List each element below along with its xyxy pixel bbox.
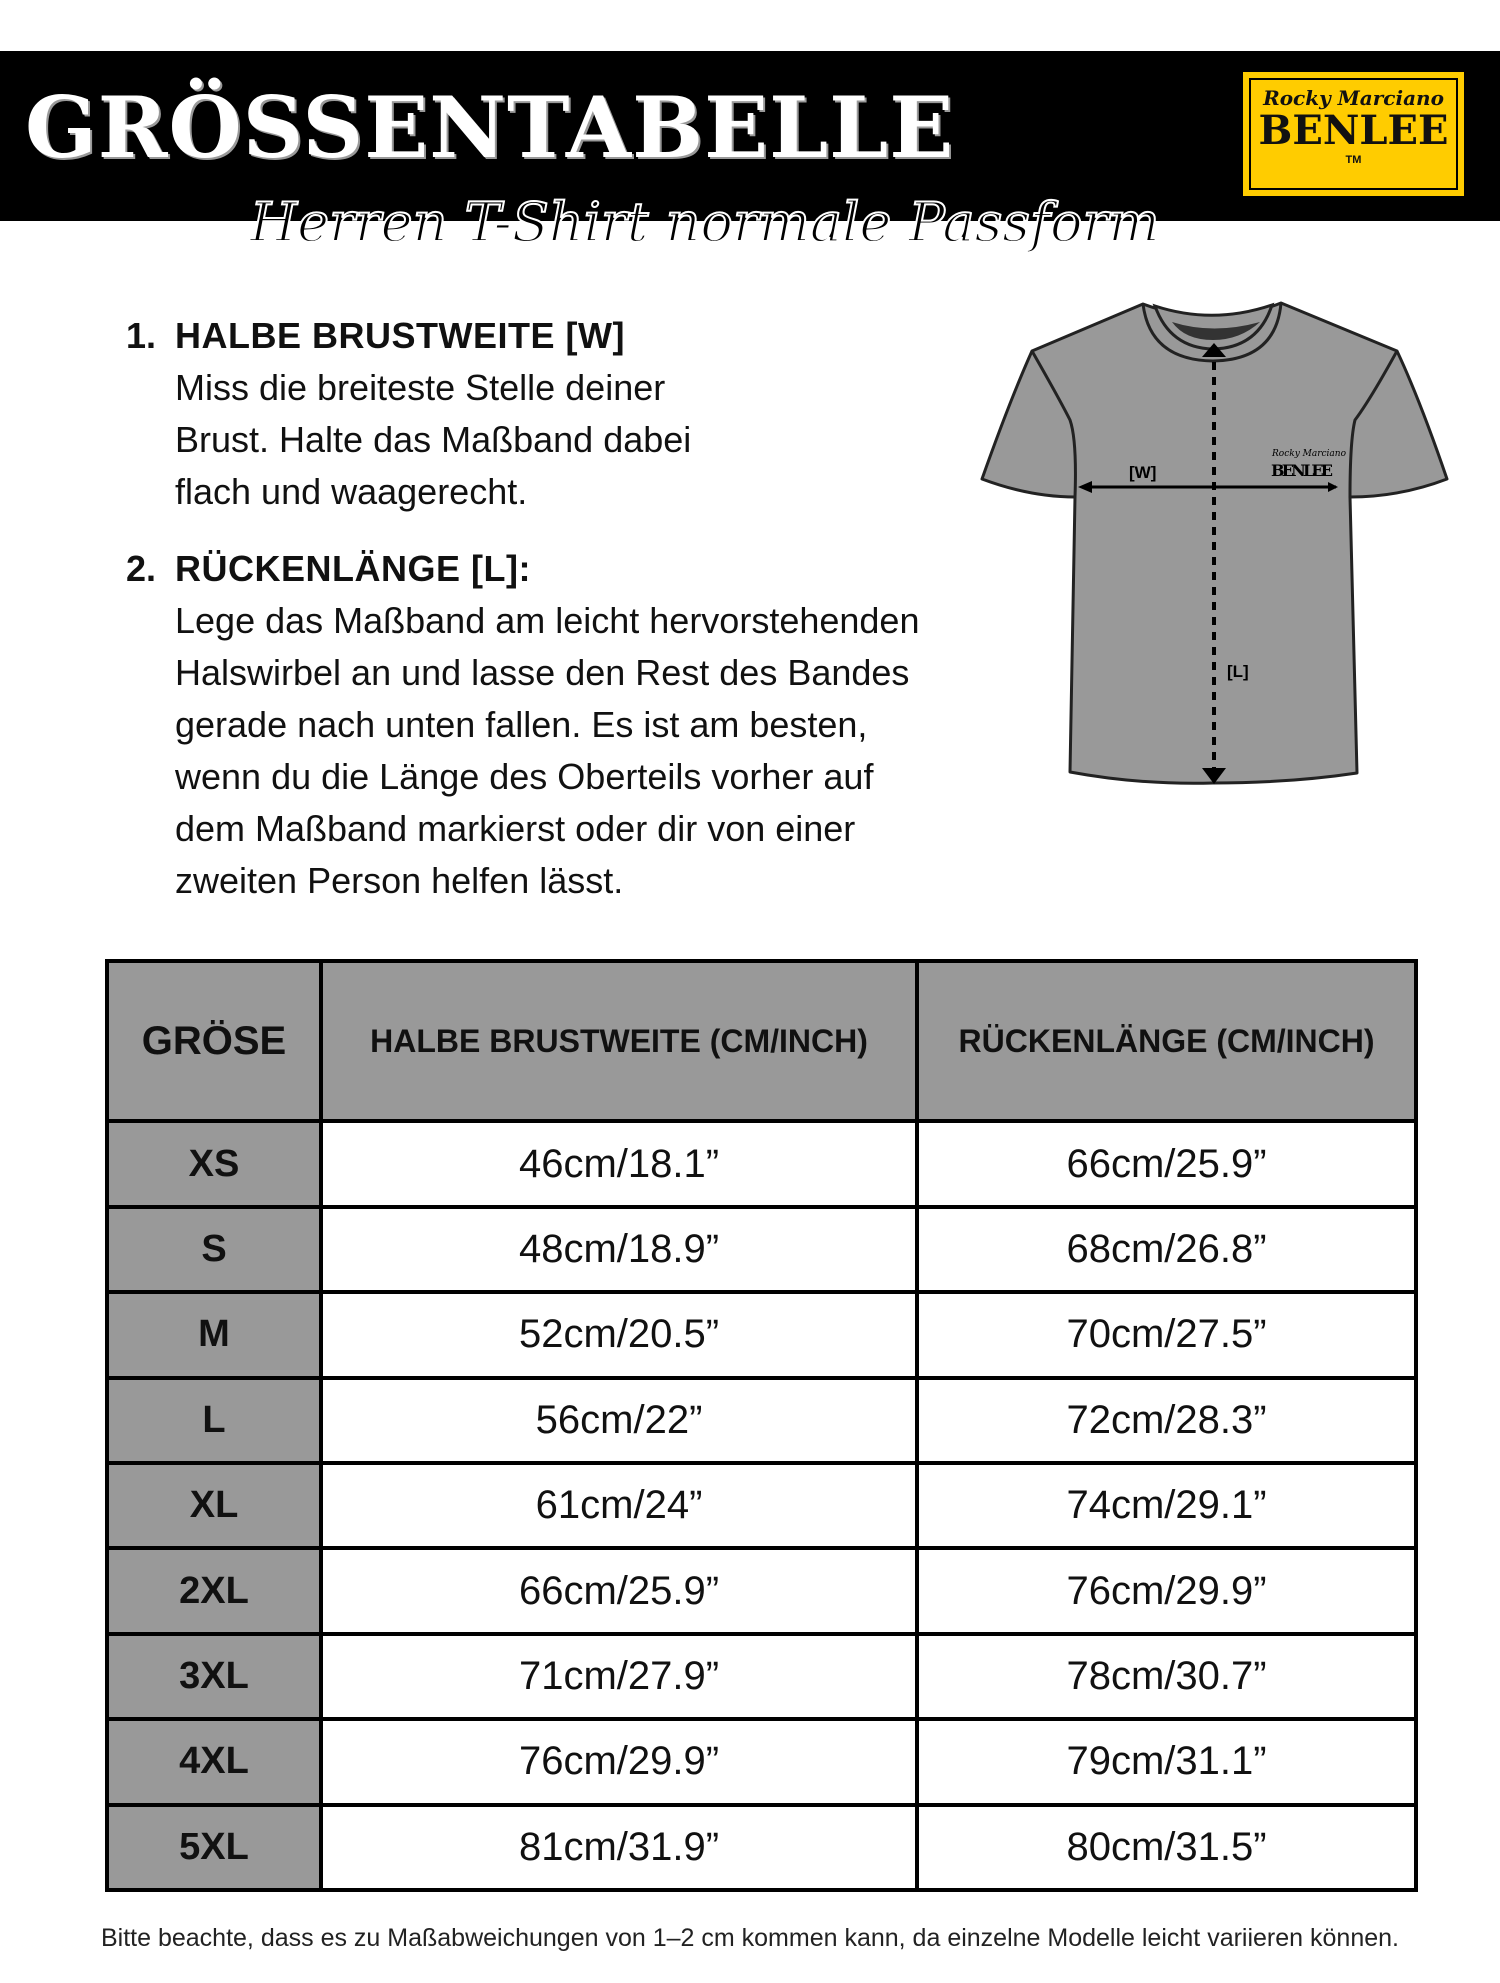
table-row: 2XL 66cm/25.9” 76cm/29.9” <box>105 1546 1418 1636</box>
table-row: L 56cm/22” 72cm/28.3” <box>105 1375 1418 1465</box>
instruction-line: wenn du die Länge des Oberteils vorher a… <box>175 756 874 797</box>
tshirt-diagram: [W] [L] Rocky Marciano BENLEE <box>980 301 1449 785</box>
instruction-line: Halswirbel an und lasse den Rest des Ban… <box>175 652 910 693</box>
instruction-number: 2. <box>126 548 157 589</box>
logo-tm: TM <box>1345 154 1362 166</box>
table-row: 4XL 76cm/29.9” 79cm/31.1” <box>105 1717 1418 1807</box>
table-row: M 52cm/20.5” 70cm/27.5” <box>105 1290 1418 1380</box>
page-title: GRÖSSENTABELLE <box>25 78 955 177</box>
logo-brand: BENLEE <box>1258 107 1449 154</box>
shirt-logo-script: Rocky Marciano <box>1271 449 1347 459</box>
chest-cell: 71cm/27.9” <box>318 1631 920 1722</box>
size-cell: 5XL <box>105 1802 323 1893</box>
length-cell: 74cm/29.1” <box>915 1460 1418 1551</box>
chest-cell: 56cm/22” <box>318 1375 920 1465</box>
size-cell: S <box>105 1204 323 1295</box>
length-cell: 70cm/27.5” <box>915 1290 1418 1380</box>
chest-cell: 46cm/18.1” <box>318 1119 920 1209</box>
benlee-logo: Rocky Marciano BENLEE TM <box>1243 72 1464 196</box>
chest-cell: 76cm/29.9” <box>318 1717 920 1807</box>
instruction-heading: HALBE BRUSTWEITE [W] <box>175 315 625 356</box>
length-cell: 72cm/28.3” <box>915 1375 1418 1465</box>
length-label: [L] <box>1227 662 1249 681</box>
shirt-logo-brand: BENLEE <box>1271 461 1333 480</box>
table-row: 3XL 71cm/27.9” 78cm/30.7” <box>105 1631 1418 1722</box>
chest-cell: 81cm/31.9” <box>318 1802 920 1893</box>
width-label: [W] <box>1129 463 1156 482</box>
size-cell: 4XL <box>105 1717 323 1807</box>
chest-cell: 66cm/25.9” <box>318 1546 920 1636</box>
table-row: XS 46cm/18.1” 66cm/25.9” <box>105 1119 1418 1209</box>
collar <box>1141 302 1283 363</box>
chest-cell: 61cm/24” <box>318 1460 920 1551</box>
instruction-number: 1. <box>126 315 157 356</box>
chest-cell: 52cm/20.5” <box>318 1290 920 1380</box>
logo-script: Rocky Marciano <box>1263 86 1444 110</box>
size-cell: XS <box>105 1119 323 1209</box>
length-cell: 78cm/30.7” <box>915 1631 1418 1722</box>
instruction-line: Brust. Halte das Maßband dabei <box>175 419 692 460</box>
size-cell: L <box>105 1375 323 1465</box>
table-row: S 48cm/18.9” 68cm/26.8” <box>105 1204 1418 1295</box>
size-cell: 3XL <box>105 1631 323 1722</box>
instruction-heading: RÜCKENLÄNGE [L]: <box>175 548 531 589</box>
table-header-row: GRÖSE HALBE BRUSTWEITE (CM/INCH) RÜCKENL… <box>105 958 1418 1124</box>
table-row: XL 61cm/24” 74cm/29.1” <box>105 1460 1418 1551</box>
size-cell: 2XL <box>105 1546 323 1636</box>
instruction-1: 1. HALBE BRUSTWEITE [W] Miss die breites… <box>126 310 976 518</box>
length-cell: 79cm/31.1” <box>915 1717 1418 1807</box>
size-cell: XL <box>105 1460 323 1551</box>
size-cell: M <box>105 1290 323 1380</box>
length-cell: 68cm/26.8” <box>915 1204 1418 1295</box>
length-cell: 80cm/31.5” <box>915 1802 1418 1893</box>
instruction-line: Lege das Maßband am leicht hervorstehend… <box>175 600 920 641</box>
instruction-2: 2. RÜCKENLÄNGE [L]: Lege das Maßband am … <box>126 543 976 907</box>
header-size: GRÖSE <box>105 958 323 1124</box>
page-subtitle: Herren T-Shirt normale Passform <box>249 191 1161 254</box>
instruction-line: zweiten Person helfen lässt. <box>175 860 624 901</box>
instruction-line: flach und waagerecht. <box>175 471 528 512</box>
length-cell: 76cm/29.9” <box>915 1546 1418 1636</box>
table-row: 5XL 81cm/31.9” 80cm/31.5” <box>105 1802 1418 1893</box>
instruction-line: dem Maßband markierst oder dir von einer <box>175 808 856 849</box>
header-chest: HALBE BRUSTWEITE (CM/INCH) <box>318 958 920 1124</box>
header-length: RÜCKENLÄNGE (CM/INCH) <box>915 958 1418 1124</box>
instruction-line: Miss die breiteste Stelle deiner <box>175 367 666 408</box>
length-cell: 66cm/25.9” <box>915 1119 1418 1209</box>
instruction-line: gerade nach unten fallen. Es ist am best… <box>175 704 868 745</box>
size-table: GRÖSE HALBE BRUSTWEITE (CM/INCH) RÜCKENL… <box>105 958 1418 1893</box>
footer-note: Bitte beachte, dass es zu Maßabweichunge… <box>101 1924 1399 1952</box>
chest-cell: 48cm/18.9” <box>318 1204 920 1295</box>
